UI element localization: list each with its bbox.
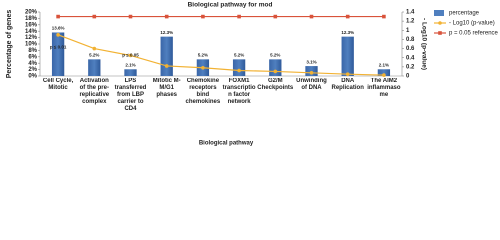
x-tick-label-box: The AIM2 inflammasome	[367, 78, 401, 98]
y-tick-label: 16%	[25, 22, 38, 28]
x-tick-label: FOXM1 transcription factor network	[222, 78, 256, 105]
marker	[164, 64, 169, 68]
marker	[237, 14, 241, 19]
x-tick-label: LPS transferred from LBP carrier to CD4	[114, 78, 147, 112]
x-tick-label: Mitotic M-M/G1 phases	[152, 78, 181, 98]
legend-label: percentage	[449, 11, 480, 17]
value-label: 5.2%	[270, 53, 280, 58]
marker	[92, 46, 97, 51]
x-tick-label: DNA Replication	[331, 78, 364, 91]
marker	[309, 71, 314, 75]
y-tick-label: 14%	[25, 29, 38, 35]
x-tick-label-box: Chemokine receptors bind chemokines	[185, 78, 221, 105]
y2-tick-label: 0.2	[406, 64, 415, 70]
marker	[273, 69, 278, 74]
x-axis-label: Biological pathway	[199, 141, 254, 147]
value-label: 5.2%	[198, 53, 208, 58]
bar	[341, 36, 354, 76]
y2-tick-label: 0.4	[406, 55, 415, 61]
annotation: p ≤ 0.05	[122, 52, 139, 57]
bar	[160, 36, 173, 76]
y-tick-label: 10%	[25, 42, 38, 48]
legend-label: - Log10 (p-value)	[449, 21, 495, 27]
y2-tick-label: 0.8	[406, 37, 415, 43]
y-tick-label: 6%	[28, 54, 37, 60]
value-label: 2.1%	[379, 62, 389, 67]
legend-swatch	[434, 10, 444, 16]
marker	[201, 65, 205, 70]
annotation: p ≤ 0.01	[50, 44, 67, 49]
bar	[124, 69, 137, 76]
y-tick-label: 12%	[25, 35, 38, 41]
bar	[269, 59, 282, 76]
value-label: 12.3%	[160, 30, 173, 35]
x-tick-label-box: G2/M Checkpoints	[257, 78, 294, 91]
value-label: 3.1%	[306, 59, 316, 64]
y2-tick-label: 1.2	[406, 19, 415, 25]
x-tick-label: Activation of the pre-replicative comple…	[79, 78, 110, 105]
marker	[309, 14, 314, 19]
marker	[56, 33, 60, 37]
y-tick-label: 2%	[28, 67, 37, 73]
y2-tick-label: 0.6	[406, 46, 415, 52]
x-tick-label: Chemokine receptors bind chemokines	[185, 78, 221, 105]
x-tick-label: Unwinding of DNA	[296, 78, 327, 91]
y2-tick-label: 1.4	[406, 10, 415, 16]
y2-axis-label: - Log10 (p-value)	[420, 18, 427, 70]
y-tick-label: 8%	[28, 48, 37, 54]
value-label: 13.6%	[52, 26, 65, 31]
x-tick-label-box: Activation of the pre-replicative comple…	[79, 78, 110, 105]
line	[57, 34, 384, 76]
marker	[237, 68, 241, 73]
legend-label: p = 0.05 reference	[449, 31, 499, 37]
marker	[345, 72, 350, 76]
bar	[51, 32, 65, 76]
marker	[92, 14, 97, 19]
x-tick-label-box: Mitotic M-M/G1 phases	[152, 78, 181, 98]
value-label: 5.2%	[234, 53, 244, 58]
chart: Biological pathway for mod Biological pa…	[6, 2, 499, 147]
y-axis-label: Percentage of genes	[6, 10, 13, 79]
marker	[382, 14, 386, 19]
chart-title: Biological pathway for mod	[188, 2, 273, 9]
y-tick-label: 4%	[28, 61, 37, 67]
marker	[128, 53, 133, 58]
marker	[56, 14, 60, 19]
x-tick-label-box: Unwinding of DNA	[296, 78, 327, 91]
legend-swatch	[438, 21, 442, 25]
bar	[232, 59, 246, 76]
marker	[273, 14, 278, 19]
x-tick-label-box: LPS transferred from LBP carrier to CD4	[114, 78, 147, 112]
y-tick-label: 18%	[25, 16, 38, 22]
marker	[382, 73, 386, 77]
bar	[377, 69, 391, 76]
x-tick-label-box: DNA Replication	[331, 78, 364, 91]
bar	[88, 59, 101, 76]
x-tick-label-box: FOXM1 transcription factor network	[222, 78, 256, 105]
marker	[128, 14, 133, 19]
value-label: 5.2%	[89, 53, 99, 58]
x-tick-label: G2/M Checkpoints	[257, 78, 294, 91]
x-tick-label: Cell Cycle, Mitotic	[42, 78, 74, 91]
y2-tick-label: 0	[406, 74, 410, 80]
y-tick-label: 0%	[28, 74, 37, 80]
legend-swatch	[438, 31, 442, 35]
value-label: 2.1%	[125, 62, 135, 67]
value-label: 12.3%	[341, 30, 354, 35]
x-tick-label: The AIM2 inflammasome	[367, 78, 401, 98]
marker	[164, 14, 169, 19]
marker	[201, 14, 205, 19]
marker	[345, 14, 350, 19]
y-tick-label: 20%	[25, 10, 38, 16]
x-tick-label-box: Cell Cycle, Mitotic	[42, 78, 74, 91]
y2-tick-label: 1	[406, 28, 410, 34]
